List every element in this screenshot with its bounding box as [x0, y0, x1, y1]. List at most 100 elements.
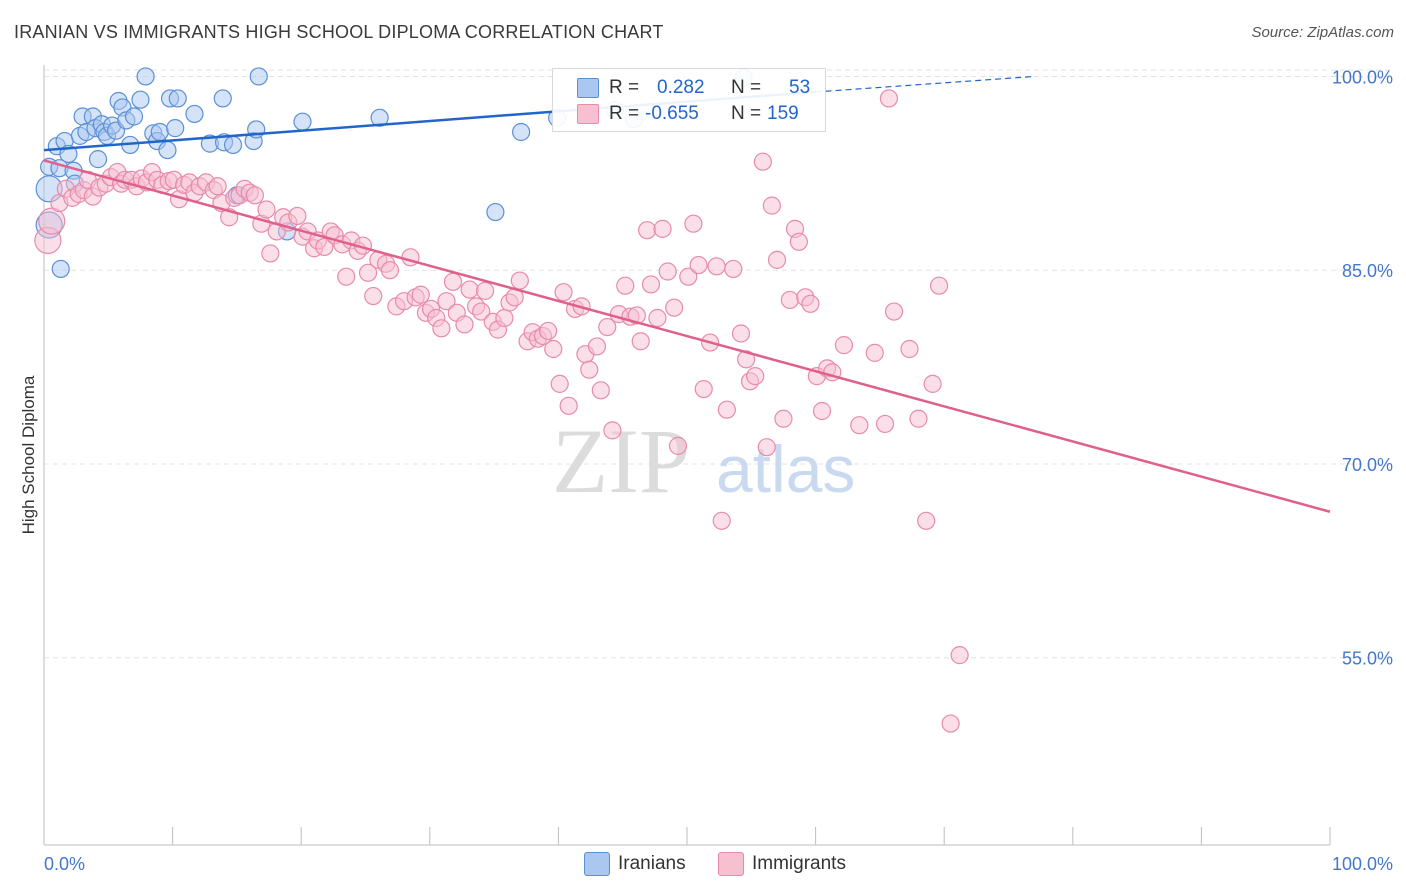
iranian-point: [124, 107, 144, 126]
immigrant-point: [288, 206, 307, 226]
iranian-point: [370, 108, 389, 127]
immigrant-point: [923, 374, 942, 393]
immigrant-point: [780, 290, 799, 310]
iranian-point: [166, 119, 185, 138]
iranians-trend-extension: [815, 75, 1035, 93]
immigrant-point: [261, 244, 280, 263]
iranians-n-value: 53: [789, 77, 811, 98]
immigrant-point: [616, 276, 635, 295]
immigrant-point: [941, 714, 960, 733]
immigrant-point: [580, 360, 599, 379]
immigrant-point: [834, 336, 853, 355]
immigrant-point: [929, 276, 949, 295]
iranian-point: [293, 112, 312, 131]
iranian-point: [131, 90, 150, 109]
immigrant-point: [668, 436, 688, 455]
immigrant-point: [315, 237, 334, 257]
immigrant-point: [762, 196, 781, 215]
iranian-point: [150, 122, 169, 142]
iranian-point: [88, 150, 108, 169]
immigrant-point: [753, 152, 772, 171]
immigrant-point: [358, 263, 378, 282]
immigrant-point: [865, 343, 884, 362]
immigrants-n-label: N =: [731, 103, 762, 124]
immigrant-point: [665, 298, 684, 317]
immigrant-point: [909, 409, 928, 428]
immigrant-point: [812, 401, 832, 421]
immigrant-point: [789, 232, 808, 251]
immigrant-point: [638, 221, 657, 240]
immigrants-n-value: 159: [767, 103, 799, 124]
immigrant-point: [694, 379, 713, 399]
immigrant-point: [245, 186, 265, 205]
x-tick-label: 0.0%: [44, 854, 85, 874]
immigrant-point: [712, 511, 731, 530]
immigrants-trend-line: [43, 159, 1331, 513]
immigrant-point: [884, 302, 904, 321]
immigrant-point: [648, 308, 667, 328]
stats-row-iranians: R = 0.282 N = 53: [553, 75, 825, 101]
immigrant-point: [337, 267, 356, 286]
immigrant-point: [653, 219, 672, 238]
y-tick-label: 70.0%: [1342, 455, 1393, 475]
immigrant-point: [544, 339, 563, 359]
immigrant-point: [257, 200, 276, 219]
immigrant-point: [879, 89, 899, 108]
iranians-n-label: N =: [731, 77, 762, 98]
x-tick-label: 100.0%: [1332, 854, 1393, 874]
immigrant-point: [627, 306, 646, 325]
y-axis-label: High School Diploma: [19, 375, 38, 534]
iranians-swatch: [577, 78, 599, 98]
y-tick-label: 100.0%: [1332, 67, 1393, 87]
iranian-point: [213, 89, 232, 108]
immigrant-point: [598, 317, 617, 337]
immigrant-point: [875, 414, 895, 434]
immigrant-point: [364, 286, 383, 306]
immigrant-point: [724, 259, 743, 279]
immigrant-point: [208, 177, 227, 196]
iranian-point: [185, 104, 204, 124]
iranian-point: [512, 122, 531, 142]
immigrant-point: [801, 294, 820, 313]
immigrant-point: [380, 261, 400, 280]
immigrant-point: [460, 280, 479, 299]
immigrant-point: [689, 255, 708, 275]
immigrant-point: [631, 332, 650, 351]
immigrant-point: [539, 321, 558, 341]
watermark-atlas: atlas: [716, 432, 855, 506]
immigrant-point: [737, 350, 756, 369]
chart-title: IRANIAN VS IMMIGRANTS HIGH SCHOOL DIPLOM…: [14, 22, 664, 42]
immigrant-point: [950, 646, 969, 665]
immigrant-point: [559, 396, 578, 415]
iranian-point: [249, 67, 268, 86]
legend-swatch-iranians: [584, 852, 610, 876]
immigrant-point: [767, 250, 787, 269]
immigrant-point: [757, 438, 776, 457]
iranian-point: [158, 140, 177, 160]
y-tick-label: 85.0%: [1342, 261, 1393, 281]
iranian-point: [51, 259, 70, 279]
watermark-zip: ZIP: [552, 410, 690, 512]
immigrant-point: [443, 272, 463, 291]
immigrant-point: [495, 308, 514, 328]
immigrant-point: [432, 319, 451, 338]
iranian-point: [136, 67, 155, 86]
immigrant-point: [38, 207, 66, 235]
immigrant-point: [437, 292, 456, 311]
immigrant-point: [774, 409, 793, 428]
immigrant-point: [850, 416, 869, 435]
immigrant-point: [510, 271, 529, 290]
immigrant-point: [603, 421, 622, 440]
immigrants-r-value: -0.655: [645, 103, 699, 124]
iranians-r-label: R =: [609, 77, 640, 98]
immigrants-r-label: R =: [609, 103, 640, 124]
immigrant-point: [475, 281, 495, 300]
immigrant-point: [917, 511, 936, 530]
immigrant-point: [641, 275, 661, 294]
legend-label-iranians: Iranians: [618, 853, 686, 874]
y-tick-label: 55.0%: [1342, 649, 1393, 669]
stats-box: R = 0.282 N = 53 R = -0.655 N = 159: [552, 68, 826, 132]
immigrant-point: [717, 400, 736, 419]
immigrant-point: [550, 374, 569, 393]
